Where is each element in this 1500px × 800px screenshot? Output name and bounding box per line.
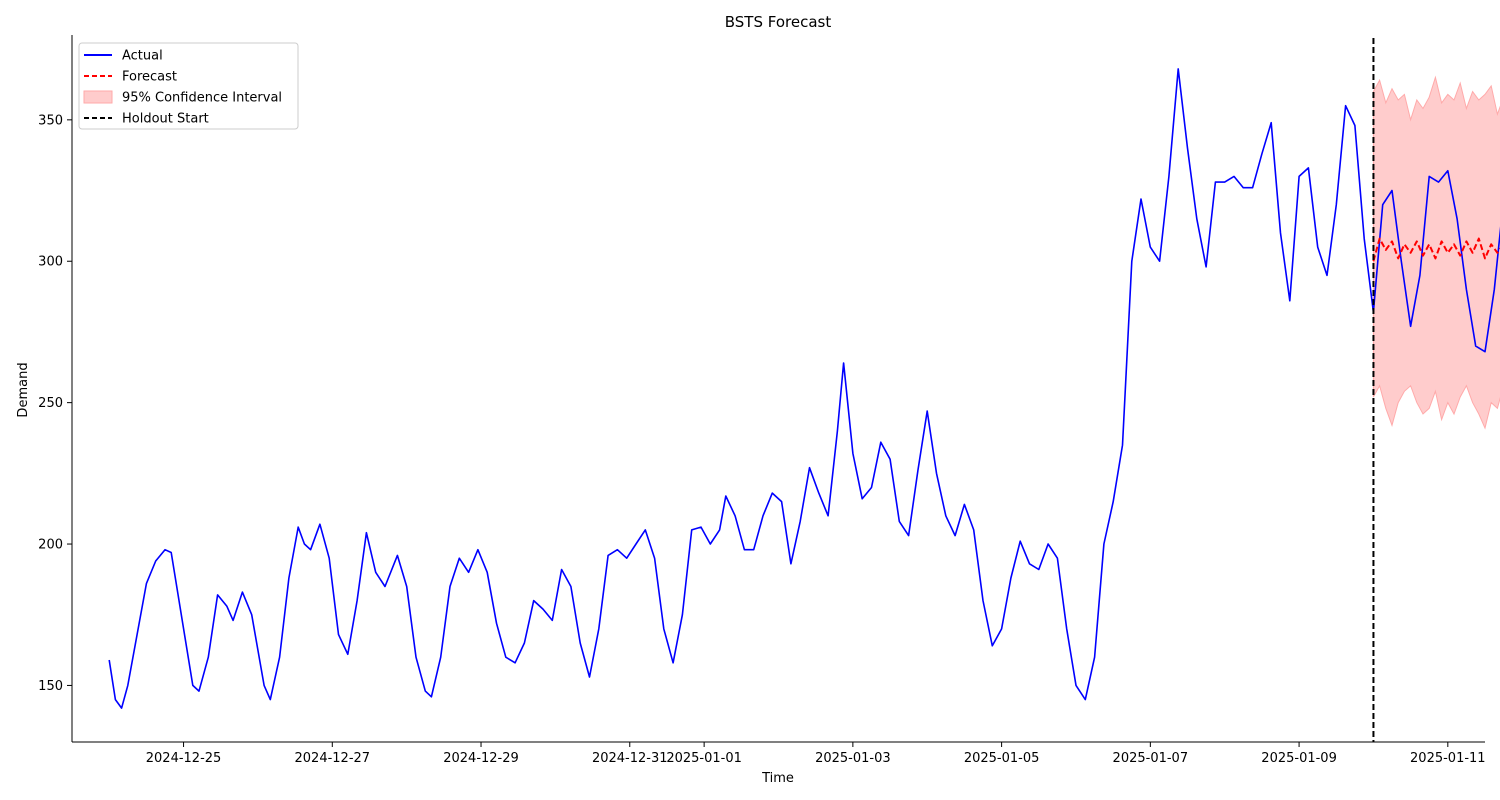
- x-tick-label: 2024-12-31: [592, 751, 668, 766]
- x-tick-label: 2025-01-05: [964, 751, 1040, 766]
- legend-box: [78, 42, 299, 130]
- x-tick-label: 2024-12-29: [443, 751, 519, 766]
- legend-label-actual: Actual: [122, 49, 163, 64]
- series-line-actual: [108, 68, 1500, 709]
- x-tick-label: 2025-01-11: [1410, 751, 1486, 766]
- y-tick-label: 200: [38, 538, 63, 553]
- x-tick-label: 2024-12-25: [146, 751, 222, 766]
- legend-label-holdout-start: Holdout Start: [122, 112, 209, 127]
- x-tick-label: 2025-01-01: [666, 751, 742, 766]
- y-tick-label: 300: [38, 255, 63, 270]
- legend-swatch-95-confidence-interval: [83, 90, 113, 104]
- legend-label-forecast: Forecast: [122, 70, 177, 85]
- x-tick-label: 2025-01-07: [1113, 751, 1189, 766]
- y-tick-label: 350: [38, 113, 63, 128]
- y-axis-label: Demand: [16, 362, 31, 417]
- x-tick-label: 2024-12-27: [295, 751, 371, 766]
- legend: Actual Forecast 95% Confidence Interval Hol…: [78, 42, 299, 130]
- y-tick-label: 150: [38, 679, 63, 694]
- y-tick-label: 250: [38, 396, 63, 411]
- legend-label-95-confidence-interval: 95% Confidence Interval: [122, 91, 282, 106]
- x-tick-label: 2025-01-09: [1261, 751, 1337, 766]
- plot-area: [108, 38, 1500, 742]
- x-tick-label: 2025-01-03: [815, 751, 891, 766]
- chart-title: BSTS Forecast: [725, 13, 832, 31]
- axes: 150 200 250 300 350 2024-12-25 2024-12-27 2024-…: [38, 35, 1486, 766]
- series-line-forecast: [1372, 237, 1500, 262]
- x-axis-label: Time: [761, 771, 794, 786]
